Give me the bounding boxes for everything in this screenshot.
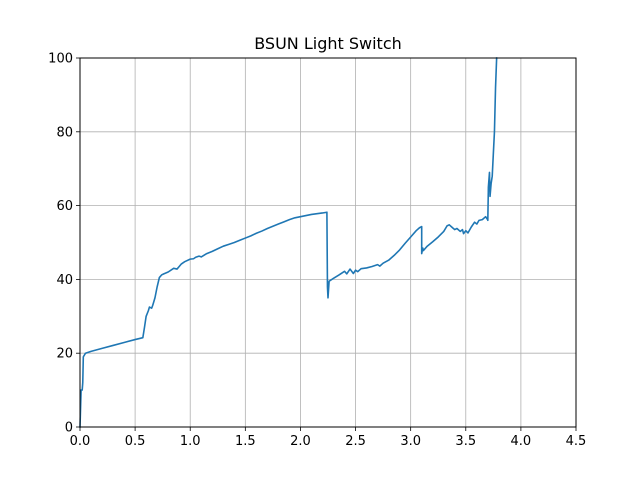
x-tick-label: 0.5 bbox=[125, 434, 146, 449]
y-tick-label: 0 bbox=[65, 421, 73, 436]
x-tick-label: 1.5 bbox=[235, 434, 256, 449]
y-tick-label: 60 bbox=[56, 199, 73, 214]
x-tick-label: 1.0 bbox=[180, 434, 201, 449]
x-tick-label: 3.0 bbox=[400, 434, 421, 449]
x-tick-label: 4.0 bbox=[511, 434, 532, 449]
y-tick-label: 40 bbox=[56, 273, 73, 288]
y-tick-label: 80 bbox=[56, 125, 73, 140]
series-layer bbox=[79, 57, 498, 428]
x-tick-label: 3.5 bbox=[455, 434, 476, 449]
chart-title: BSUN Light Switch bbox=[254, 34, 402, 53]
x-tick-label: 2.0 bbox=[290, 434, 311, 449]
x-tick-label: 4.5 bbox=[566, 434, 587, 449]
x-tick-label: 2.5 bbox=[345, 434, 366, 449]
x-tick-label: 0.0 bbox=[70, 434, 91, 449]
plot-frame bbox=[79, 57, 577, 428]
series-line-0 bbox=[79, 57, 498, 428]
y-tick-label: 20 bbox=[56, 347, 73, 362]
x-axis: 0.0 0.5 1.0 1.5 2.0 2.5 3.0 3.5 4.0 4.5 bbox=[70, 427, 587, 449]
y-tick-label: 100 bbox=[48, 52, 73, 67]
y-axis: 0 20 40 60 80 100 bbox=[48, 52, 80, 436]
grid bbox=[79, 57, 577, 428]
